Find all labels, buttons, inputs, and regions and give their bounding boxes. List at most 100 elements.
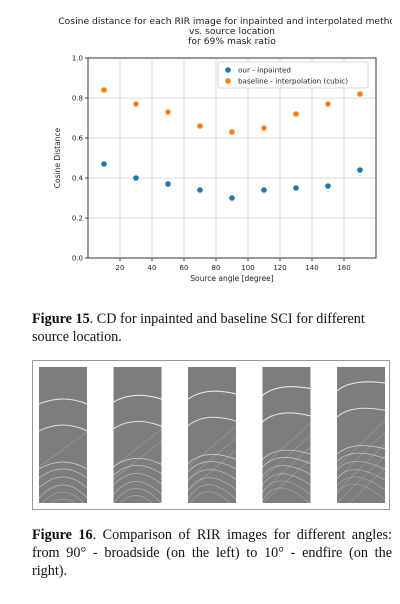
data-point: [101, 161, 107, 167]
rir-panel-background: [337, 367, 385, 503]
rir-panel: [337, 367, 385, 503]
rir-arc: [39, 476, 87, 489]
figure-15-caption-label: Figure 15: [32, 311, 90, 327]
rir-arc: [113, 481, 162, 496]
y-tick-label: 0.2: [72, 215, 83, 223]
rir-arc: [337, 469, 385, 481]
data-point: [229, 195, 235, 201]
x-tick-label: 40: [148, 264, 157, 272]
rir-arc: [39, 398, 87, 405]
y-tick-label: 0.6: [72, 135, 84, 143]
rir-reflection: [113, 440, 162, 480]
rir-arc: [42, 491, 84, 503]
rir-arc: [113, 488, 162, 503]
figure-16-caption: Figure 16. Comparison of RIR images for …: [32, 526, 392, 580]
rir-panel: [113, 367, 162, 503]
rir-arc: [337, 445, 385, 456]
data-point: [229, 129, 235, 135]
chart-svg: Cosine distance for each RIR image for i…: [18, 10, 392, 302]
data-point: [165, 109, 171, 115]
y-tick-label: 0.4: [72, 175, 84, 183]
rir-reflection: [188, 425, 236, 468]
rir-reflection: [188, 449, 236, 492]
data-point: [197, 187, 203, 193]
rir-reflection: [113, 428, 162, 468]
rir-panel: [188, 367, 236, 503]
rir-wavefronts: [337, 381, 385, 503]
rir-arc: [188, 461, 236, 473]
x-tick-label: 80: [212, 264, 221, 272]
rir-arc: [39, 424, 87, 432]
legend-label: baseline - interpolation (cubic): [238, 77, 348, 86]
chart-background: [18, 10, 392, 302]
data-point: [197, 123, 203, 129]
rir-arc: [120, 495, 153, 503]
rir-reflection: [337, 431, 385, 480]
rir-panel-background: [188, 367, 236, 503]
data-point: [165, 181, 171, 187]
rir-arc: [188, 469, 236, 482]
chart-title-line: vs. source location: [189, 26, 275, 37]
data-point: [293, 185, 299, 191]
rir-panel-background: [39, 367, 87, 503]
rir-arc: [188, 484, 236, 500]
rir-arc: [337, 461, 385, 472]
figure-15-caption-text: . CD for inpainted and baseline SCI for …: [32, 311, 365, 345]
y-tick-label: 0.0: [72, 255, 83, 263]
rir-arc: [113, 458, 162, 468]
rir-arc: [188, 416, 236, 427]
rir-reflection: [348, 467, 385, 503]
rir-arc: [262, 449, 311, 461]
rir-arc: [188, 453, 236, 465]
rir-arc: [337, 452, 385, 463]
y-tick-label: 0.8: [72, 95, 83, 103]
rir-reflection: [262, 458, 311, 503]
data-point: [357, 167, 363, 173]
rir-wavefronts: [113, 394, 162, 503]
rir-arc: [262, 412, 311, 423]
data-point: [133, 175, 139, 181]
legend-marker: [225, 78, 231, 84]
chart-title-line: for 69% mask ratio: [188, 36, 276, 47]
rir-arc: [337, 483, 385, 501]
figure-16-rir-images: [32, 360, 390, 510]
rir-arc: [190, 491, 231, 503]
x-tick-label: 20: [116, 264, 125, 272]
rir-arc: [262, 386, 311, 397]
rir-arc: [262, 480, 311, 496]
rir-reflection: [262, 434, 311, 480]
x-tick-label: 120: [273, 264, 286, 272]
legend-label: our - inpainted: [238, 66, 291, 75]
figure-16-caption-text: . Comparison of RIR images for different…: [32, 527, 392, 579]
rir-arc: [337, 381, 385, 392]
rir-arc: [113, 420, 162, 430]
rir-reflection: [337, 455, 385, 503]
x-axis-label: Source angle [degree]: [190, 274, 274, 283]
rir-reflection: [337, 419, 385, 468]
figure-15-caption: Figure 15. CD for inpainted and baseline…: [32, 310, 392, 346]
rir-arc: [188, 390, 236, 400]
data-point: [325, 183, 331, 189]
rir-arc: [337, 476, 385, 491]
x-tick-label: 100: [241, 264, 254, 272]
figure-15-chart: Cosine distance for each RIR image for i…: [18, 10, 392, 302]
data-point: [261, 125, 267, 131]
data-point: [261, 187, 267, 193]
data-point: [293, 111, 299, 117]
rir-arc: [337, 407, 385, 418]
x-tick-label: 160: [337, 264, 350, 272]
rir-wavefronts: [188, 390, 236, 503]
rir-arc: [39, 468, 87, 479]
rir-arc: [39, 484, 87, 499]
rir-arc: [262, 473, 311, 486]
data-point: [133, 101, 139, 107]
rir-panel-background: [113, 367, 162, 503]
plot-frame: [87, 57, 377, 259]
rir-arc: [262, 457, 311, 469]
legend-box: [217, 61, 369, 89]
chart-title-line: Cosine distance for each RIR image for i…: [58, 16, 392, 27]
rir-wavefronts: [262, 386, 311, 503]
rir-wavefronts: [39, 398, 87, 503]
x-tick-label: 60: [180, 264, 189, 272]
rir-reflection: [262, 422, 311, 468]
